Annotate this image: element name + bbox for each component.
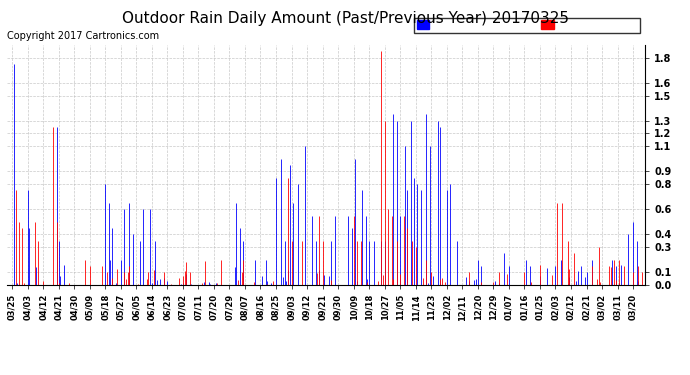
Text: Copyright 2017 Cartronics.com: Copyright 2017 Cartronics.com xyxy=(7,31,159,40)
Text: Outdoor Rain Daily Amount (Past/Previous Year) 20170325: Outdoor Rain Daily Amount (Past/Previous… xyxy=(121,11,569,26)
Legend: Previous  (Inches), Past  (Inches): Previous (Inches), Past (Inches) xyxy=(414,18,640,33)
